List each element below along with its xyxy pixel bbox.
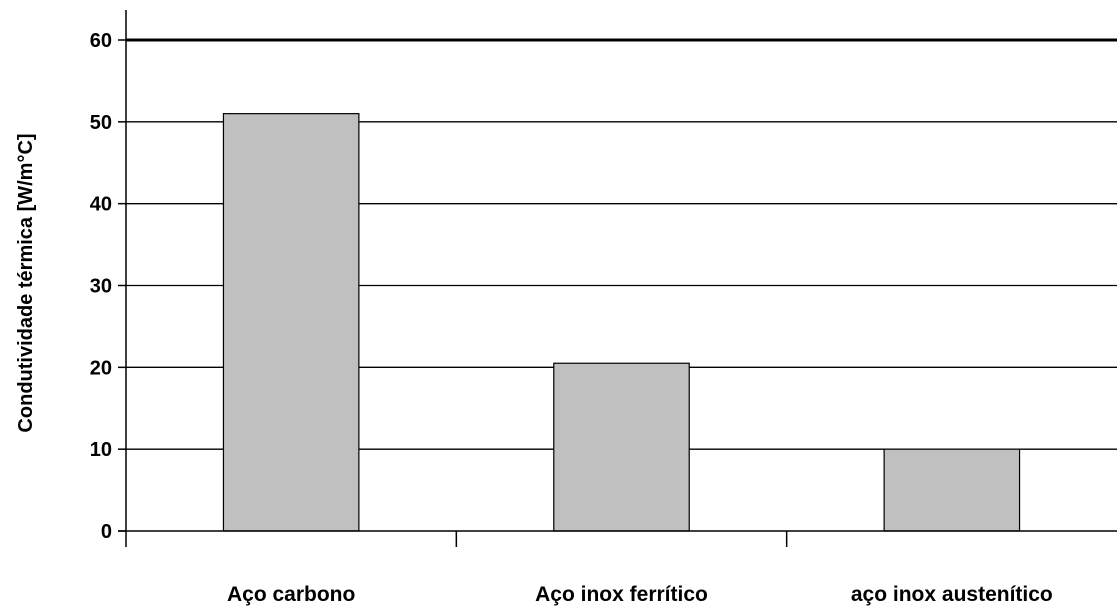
- y-tick-label-50: 50: [90, 112, 112, 134]
- bar-3: [883, 448, 1021, 532]
- y-tick-label-10: 10: [90, 439, 112, 461]
- y-tick-label-40: 40: [90, 194, 112, 216]
- y-tick-labels: 0 10 20 30 40 50 60: [90, 30, 112, 543]
- bar-1: [222, 113, 360, 532]
- x-category-label-2: Aço inox ferrítico: [535, 583, 708, 606]
- y-tick-label-60: 60: [90, 30, 112, 52]
- y-axis-title: Condutividade térmica [W/m°C]: [15, 133, 37, 432]
- bar-2: [553, 362, 690, 532]
- x-tick-labels: Aço carbono Aço inox ferrítico aço inox au…: [227, 583, 1053, 606]
- x-category-label-3: aço inox austenítico: [851, 583, 1053, 606]
- bars: [222, 113, 1021, 532]
- y-tick-label-20: 20: [90, 357, 112, 379]
- axes: [118, 10, 1117, 547]
- y-tick-label-30: 30: [90, 276, 112, 298]
- y-tick-label-0: 0: [101, 521, 112, 543]
- x-category-label-1: Aço carbono: [227, 583, 355, 606]
